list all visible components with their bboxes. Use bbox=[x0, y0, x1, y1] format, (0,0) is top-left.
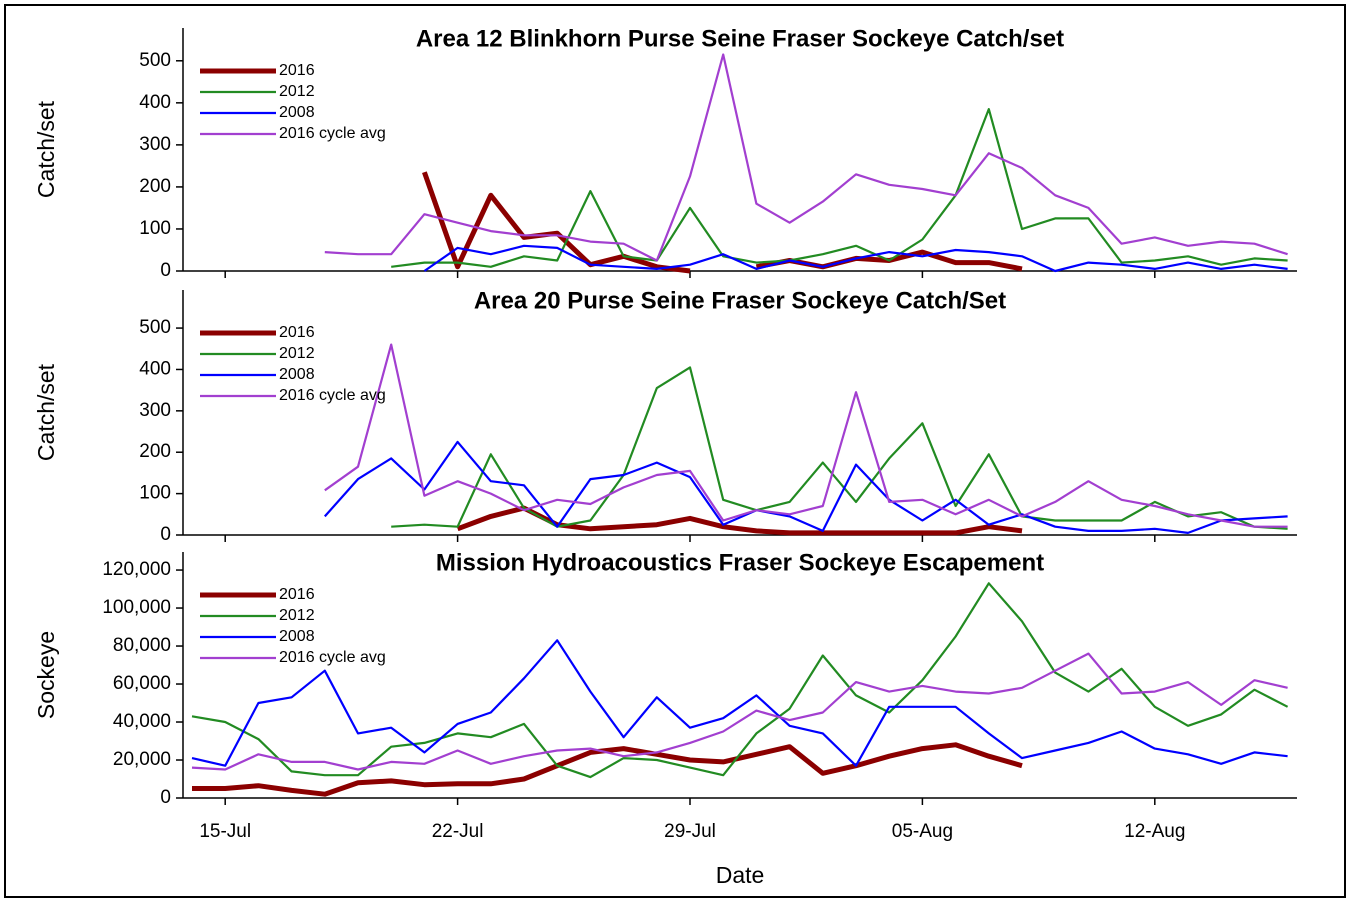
chart-title: Area 12 Blinkhorn Purse Seine Fraser Soc… bbox=[416, 25, 1064, 52]
legend-label: 2016 cycle avg bbox=[279, 125, 386, 142]
series-line bbox=[192, 742, 1023, 797]
y-tick-label: 0 bbox=[160, 260, 171, 281]
series-line bbox=[391, 366, 1288, 530]
legend-label: 2012 bbox=[279, 607, 315, 624]
legend-label: 2008 bbox=[279, 628, 315, 645]
y-tick-label: 0 bbox=[160, 524, 171, 545]
series-line bbox=[191, 639, 1288, 767]
y-tick-label: 400 bbox=[139, 92, 171, 113]
legend-label: 2008 bbox=[279, 104, 315, 121]
y-tick-label: 200 bbox=[139, 176, 171, 197]
y-tick-label: 100,000 bbox=[102, 597, 171, 618]
chart-title: Area 20 Purse Seine Fraser Sockeye Catch… bbox=[474, 287, 1006, 314]
y-tick-label: 100 bbox=[139, 483, 171, 504]
chart-title: Mission Hydroacoustics Fraser Sockeye Es… bbox=[436, 549, 1044, 576]
series-line bbox=[324, 53, 1288, 262]
x-tick-label: 12-Aug bbox=[1124, 821, 1185, 842]
y-tick-label: 400 bbox=[139, 358, 171, 379]
y-tick-label: 300 bbox=[139, 400, 171, 421]
y-tick-label: 200 bbox=[139, 441, 171, 462]
legend-label: 2016 bbox=[279, 586, 315, 603]
series-line bbox=[323, 440, 1288, 534]
legend-label: 2016 cycle avg bbox=[279, 649, 386, 666]
legend-label: 2012 bbox=[279, 345, 315, 362]
y-tick-label: 500 bbox=[139, 50, 171, 71]
x-tick-label: 22-Jul bbox=[432, 821, 484, 842]
legend-label: 2008 bbox=[279, 366, 315, 383]
legend-label: 2016 bbox=[279, 324, 315, 341]
series-line bbox=[191, 652, 1288, 771]
y-tick-label: 100 bbox=[139, 218, 171, 239]
series-line bbox=[191, 582, 1289, 779]
y-axis-label: Catch/set bbox=[33, 363, 59, 461]
y-tick-label: 300 bbox=[139, 134, 171, 155]
series-line bbox=[456, 505, 1023, 536]
x-tick-label: 29-Jul bbox=[664, 821, 716, 842]
y-tick-label: 120,000 bbox=[102, 559, 171, 580]
y-tick-label: 20,000 bbox=[113, 749, 171, 770]
x-tick-label: 15-Jul bbox=[199, 821, 251, 842]
y-axis-label: Sockeye bbox=[33, 631, 59, 719]
y-tick-label: 500 bbox=[139, 317, 171, 338]
series-line bbox=[324, 343, 1288, 528]
y-tick-label: 80,000 bbox=[113, 635, 171, 656]
legend-label: 2012 bbox=[279, 83, 315, 100]
legend-label: 2016 cycle avg bbox=[279, 387, 386, 404]
y-tick-label: 0 bbox=[160, 787, 171, 808]
x-tick-label: 05-Aug bbox=[892, 821, 953, 842]
y-tick-label: 40,000 bbox=[113, 711, 171, 732]
x-axis-label: Date bbox=[716, 862, 765, 888]
series-line bbox=[423, 244, 1288, 273]
legend-label: 2016 bbox=[279, 62, 315, 79]
series-line bbox=[391, 108, 1288, 268]
y-tick-label: 60,000 bbox=[113, 673, 171, 694]
y-axis-label: Catch/set bbox=[33, 100, 59, 198]
